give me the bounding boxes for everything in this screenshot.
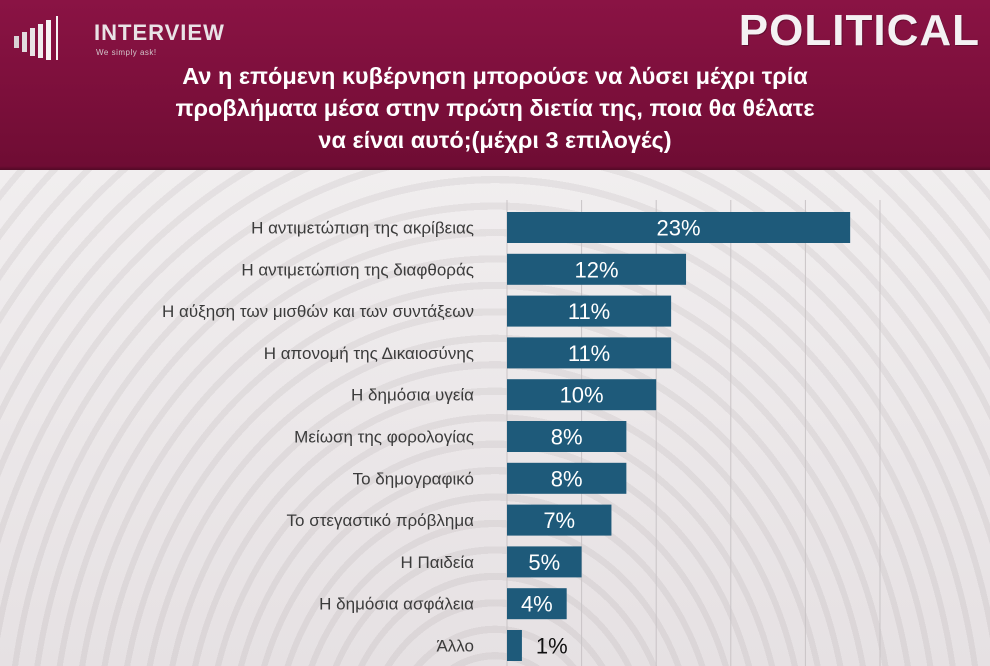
value-label-3: 11% [568, 341, 610, 366]
value-label-4: 10% [560, 383, 604, 408]
category-label-8: Η Παιδεία [400, 553, 474, 572]
category-label-10: Άλλο [436, 637, 474, 656]
bar-5 [507, 421, 627, 452]
bar-7 [507, 504, 612, 536]
brand-political: POLITICAL [738, 6, 980, 55]
background-parliament [0, 170, 990, 666]
bar-2 [507, 295, 672, 327]
header-band: INTERVIEW We simply ask! POLITICAL Αν η … [0, 0, 990, 170]
value-label-1: 12% [574, 257, 618, 282]
category-label-3: Η απονομή της Δικαιοσύνης [264, 344, 474, 363]
bar-6 [507, 462, 627, 494]
title-line-1: Αν η επόμενη κυβέρνηση μπορούσε να λύσει… [182, 63, 808, 89]
bar-8 [507, 546, 582, 578]
value-label-9: 4% [521, 592, 553, 617]
value-label-0: 23% [657, 216, 701, 241]
logo-bars-icon [14, 16, 58, 60]
category-label-4: Η δημόσια υγεία [351, 386, 474, 405]
value-label-2: 11% [568, 299, 610, 324]
value-labels: 23% 12% 11% 11% 10% 8% 8% 7% 5% 4% 1% [521, 216, 701, 659]
category-label-7: Το στεγαστικό πρόβλημα [287, 511, 475, 530]
value-label-7: 7% [543, 508, 575, 533]
bars [507, 212, 851, 661]
bar-chart: Η αντιμετώπιση της ακρίβειας Η αντιμετώπι… [162, 200, 881, 666]
category-label-5: Μείωση της φορολογίας [294, 428, 474, 447]
bar-3 [507, 337, 672, 369]
category-label-2: Η αύξηση των μισθών και των συντάξεων [162, 302, 474, 321]
bar-10 [507, 630, 522, 661]
interview-logo: INTERVIEW We simply ask! [14, 8, 254, 64]
title-line-2: προβλήματα μέσα στην πρώτη διετία της, π… [175, 95, 815, 121]
bar-0 [507, 212, 851, 243]
value-label-6: 8% [551, 466, 583, 491]
title-line-3: να είναι αυτό;(μέχρι 3 επιλογές) [318, 127, 672, 153]
value-label-10: 1% [536, 634, 568, 659]
chart-title: Αν η επόμενη κυβέρνηση μπορούσε να λύσει… [60, 60, 930, 156]
value-label-8: 5% [528, 550, 560, 575]
logo-tagline: We simply ask! [96, 48, 157, 57]
category-labels: Η αντιμετώπιση της ακρίβειας Η αντιμετώπι… [162, 219, 474, 656]
bar-9 [507, 588, 567, 620]
category-label-1: Η αντιμετώπιση της διαφθοράς [241, 260, 474, 279]
category-label-0: Η αντιμετώπιση της ακρίβειας [251, 219, 474, 238]
category-label-9: Η δημόσια ασφάλεια [319, 595, 474, 614]
logo-text: INTERVIEW [94, 20, 225, 45]
category-label-6: Το δημογραφικό [353, 469, 474, 488]
value-label-5: 8% [551, 425, 583, 450]
bar-1 [507, 253, 687, 285]
bar-4 [507, 379, 657, 411]
